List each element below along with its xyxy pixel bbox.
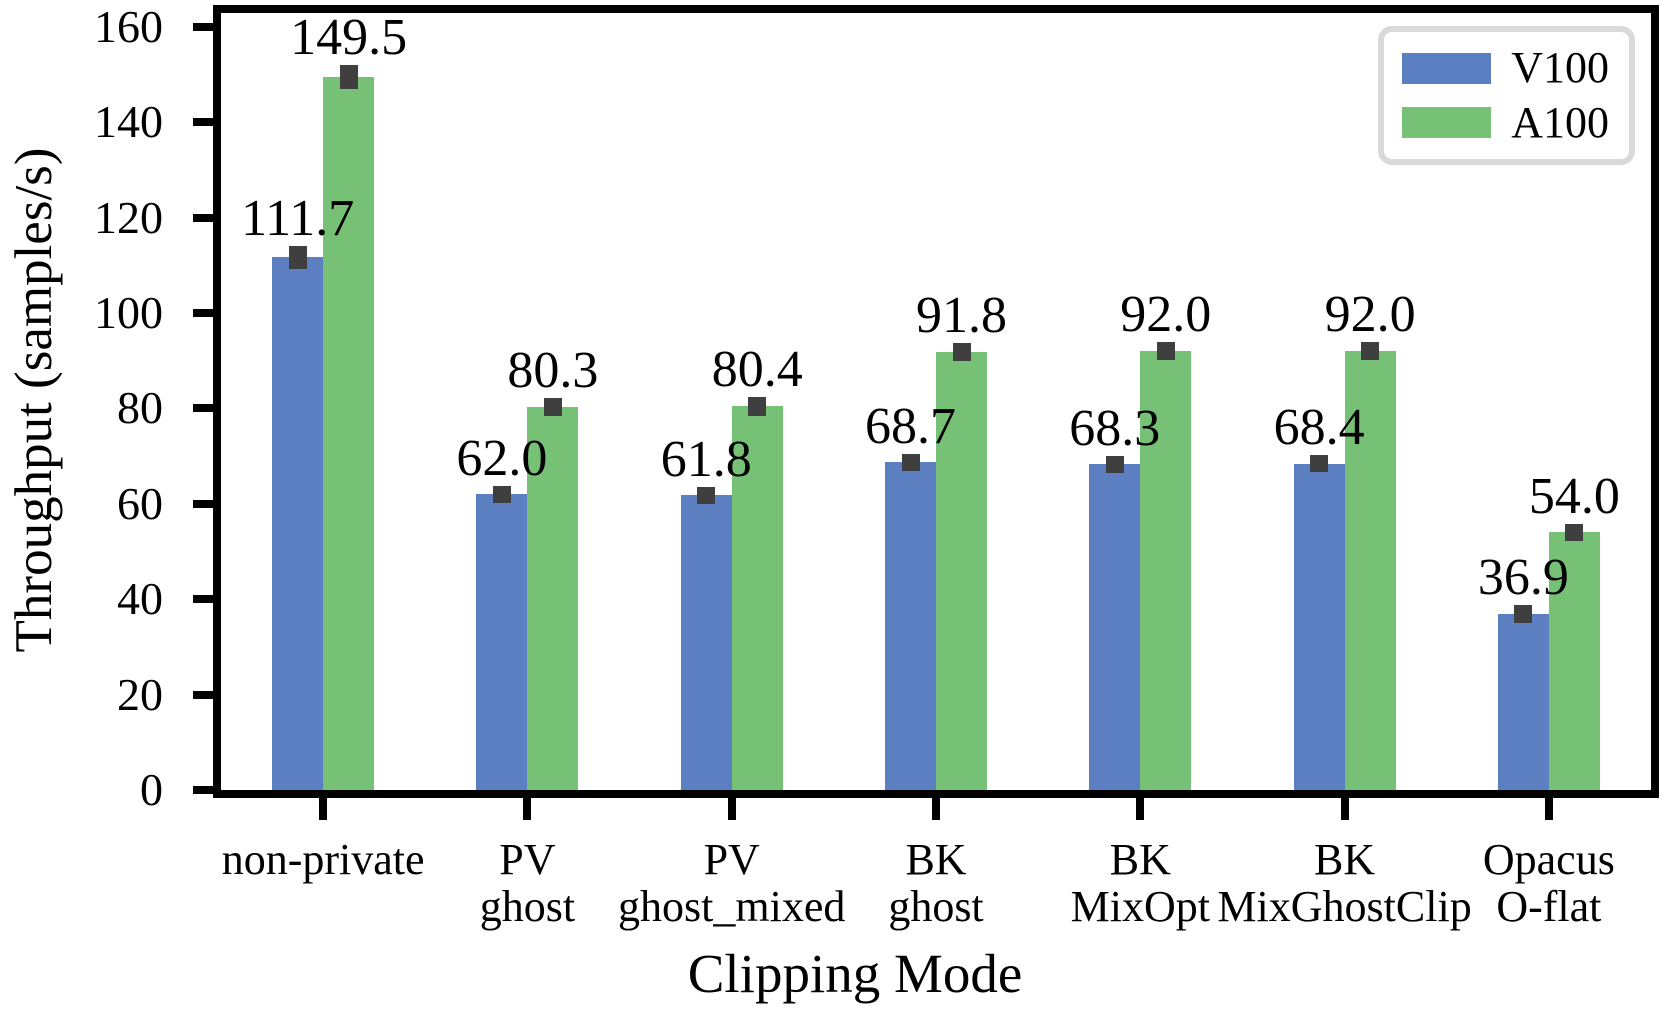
- error-bar: [288, 245, 307, 269]
- x-axis-label: Clipping Mode: [687, 943, 1023, 1004]
- bar-value-label: 80.4: [711, 341, 803, 399]
- legend-label: A100: [1511, 97, 1609, 147]
- y-tick-mark: [193, 499, 213, 508]
- error-bar: [952, 343, 971, 362]
- bar-v100-1: [272, 257, 324, 790]
- error-bar: [748, 397, 767, 416]
- y-tick-label: 100: [94, 287, 163, 338]
- y-tick-mark: [193, 404, 213, 413]
- y-tick-label: 160: [94, 0, 163, 52]
- bar-a100-7: [1548, 532, 1600, 790]
- x-tick-label: BK MixOpt: [1070, 835, 1210, 931]
- y-tick-label: 0: [140, 764, 163, 815]
- legend-swatch-v100: [1402, 52, 1491, 84]
- y-tick-mark: [193, 213, 213, 222]
- bar-value-label: 36.9: [1477, 549, 1569, 607]
- x-tick-mark: [932, 798, 940, 820]
- bar-value-label: 91.8: [916, 287, 1007, 345]
- error-bar: [1361, 342, 1380, 361]
- error-bar: [492, 485, 511, 503]
- y-tick-mark: [193, 595, 213, 604]
- error-bar: [697, 486, 716, 504]
- y-tick-mark: [193, 690, 213, 699]
- error-bar: [543, 397, 562, 417]
- bar-value-label: 92.0: [1324, 286, 1416, 344]
- error-bar: [1565, 523, 1584, 541]
- legend-entry-a100: A100: [1402, 97, 1609, 147]
- bar-value-label: 80.3: [507, 341, 599, 399]
- bar-a100-2: [527, 406, 579, 790]
- bar-v100-3: [680, 495, 732, 790]
- bar-value-label: 62.0: [456, 429, 548, 487]
- x-tick-mark: [1544, 798, 1553, 820]
- legend-swatch-a100: [1402, 107, 1491, 139]
- bar-value-label: 68.7: [865, 397, 956, 455]
- legend-entry-v100: V100: [1402, 46, 1609, 90]
- error-bar: [339, 64, 358, 89]
- bar-value-label: 61.8: [660, 430, 752, 488]
- x-tick-label: PV ghost: [479, 835, 576, 931]
- legend: V100 A100: [1378, 26, 1635, 165]
- error-bar: [1156, 342, 1175, 361]
- y-tick-mark: [193, 118, 213, 127]
- error-bar: [1105, 455, 1124, 473]
- bar-a100-3: [731, 406, 783, 790]
- x-tick-mark: [727, 798, 736, 820]
- bar-a100-1: [323, 76, 375, 790]
- bar-value-label: 111.7: [241, 189, 355, 247]
- y-tick-mark: [193, 786, 213, 794]
- x-tick-label: BK MixGhostClip: [1217, 835, 1472, 931]
- bar-v100-5: [1089, 464, 1141, 790]
- x-tick-label: Opacus O-flat: [1482, 835, 1615, 931]
- y-tick-label: 80: [117, 382, 163, 434]
- x-tick-mark: [319, 798, 328, 820]
- legend-label: V100: [1511, 43, 1609, 93]
- y-tick-label: 40: [117, 573, 163, 625]
- y-tick-mark: [193, 22, 213, 31]
- bar-value-label: 149.5: [290, 8, 408, 66]
- x-tick-mark: [523, 798, 532, 820]
- x-tick-label: BK ghost: [888, 835, 984, 931]
- error-bar: [1310, 455, 1329, 473]
- y-tick-label: 60: [117, 477, 163, 529]
- x-tick-mark: [1136, 798, 1145, 820]
- bar-value-label: 92.0: [1120, 286, 1212, 344]
- y-tick-mark: [193, 309, 213, 317]
- bar-v100-6: [1293, 463, 1345, 790]
- bar-value-label: 68.4: [1273, 399, 1365, 457]
- y-tick-label: 20: [117, 668, 163, 720]
- bar-v100-7: [1497, 613, 1549, 790]
- error-bar: [1514, 605, 1533, 623]
- y-tick-label: 140: [94, 96, 163, 148]
- bar-a100-5: [1140, 351, 1192, 790]
- bar-v100-4: [885, 462, 936, 790]
- bar-a100-4: [936, 352, 987, 790]
- x-tick-label: non-private: [221, 835, 425, 884]
- error-bar: [901, 453, 920, 471]
- bar-value-label: 54.0: [1528, 467, 1620, 525]
- x-tick-mark: [1340, 798, 1349, 820]
- bar-v100-2: [476, 494, 528, 790]
- x-tick-label: PV ghost_mixed: [618, 835, 846, 931]
- bar-a100-6: [1344, 351, 1396, 790]
- bar-value-label: 68.3: [1069, 399, 1161, 457]
- y-tick-label: 120: [94, 191, 163, 243]
